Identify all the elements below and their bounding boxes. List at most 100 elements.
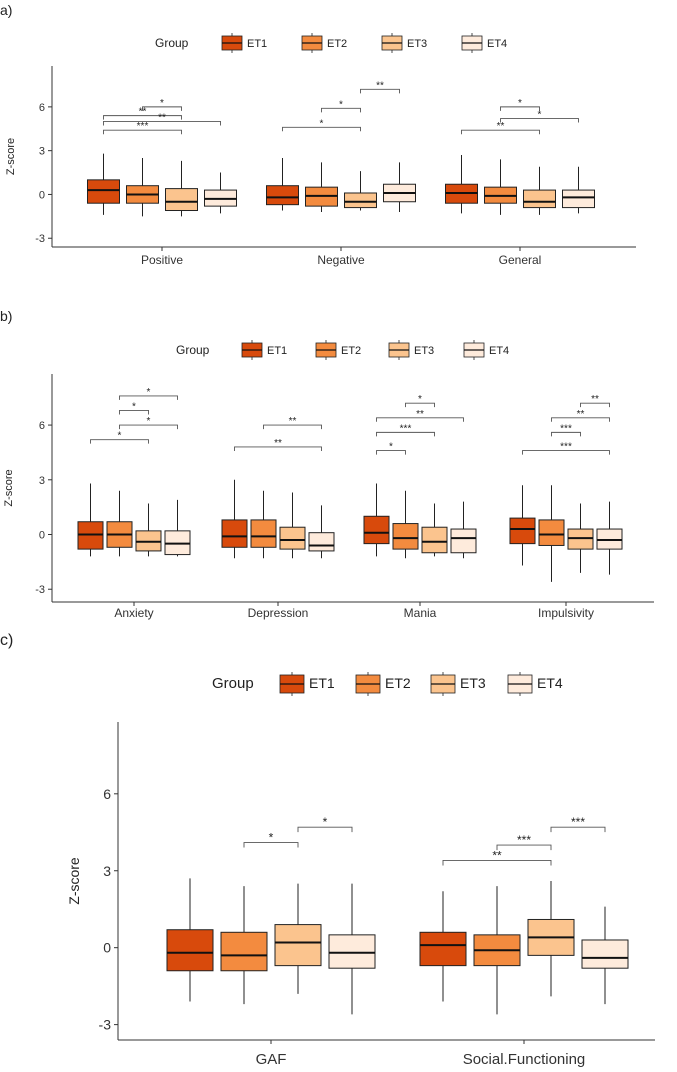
- box-et2: [250, 490, 277, 559]
- y-tick-label: -3: [99, 1017, 112, 1033]
- legend-item-et3: ET3: [388, 340, 434, 360]
- box-group-gaf: [166, 878, 376, 1015]
- bracket-line: [282, 126, 361, 132]
- significance-bracket: *: [405, 394, 435, 408]
- bracket-line: [103, 115, 182, 120]
- significance-label: **: [492, 848, 502, 862]
- bracket-line: [142, 106, 182, 111]
- box-et1: [166, 878, 214, 1002]
- y-tick-label: 6: [39, 420, 45, 432]
- box-et3: [344, 171, 377, 211]
- significance-label: ***: [560, 423, 572, 434]
- box-iqr: [308, 532, 335, 552]
- y-tick-label: 3: [39, 475, 45, 487]
- box-group-social-functioning: [419, 881, 629, 1015]
- significance-bracket: ***: [496, 833, 552, 851]
- legend-item-et4: ET4: [463, 340, 509, 360]
- significance-label: *: [538, 110, 542, 121]
- legend: Group ET1 ET2 ET3 ET4: [176, 340, 509, 360]
- legend-item-et4: ET4: [507, 672, 563, 696]
- box-iqr: [562, 189, 595, 209]
- box-et2: [305, 162, 338, 212]
- box-group-depression: [221, 479, 335, 559]
- x-tick-label: Social.Functioning: [463, 1051, 586, 1068]
- legend-label: ET1: [309, 675, 335, 691]
- bracket-line: [119, 395, 178, 400]
- box-iqr: [328, 934, 376, 969]
- significance-label: *: [339, 99, 343, 110]
- bracket-line: [321, 107, 361, 113]
- legend-label: ET4: [487, 38, 507, 50]
- significance-label: **: [274, 438, 282, 449]
- y-tick-label: -3: [35, 584, 45, 596]
- box-et4: [562, 166, 595, 214]
- significance-bracket: *: [90, 431, 149, 444]
- y-axis-title: Z-score: [66, 857, 82, 905]
- y-tick-label: -3: [35, 233, 45, 245]
- significance-bracket: *: [297, 815, 353, 833]
- significance-label: *: [323, 815, 328, 829]
- significance-bracket: *: [119, 416, 178, 430]
- significance-bracket: *: [119, 401, 149, 415]
- box-et4: [450, 501, 477, 559]
- box-et3: [421, 503, 448, 557]
- box-iqr: [450, 528, 477, 554]
- box-iqr: [509, 517, 536, 545]
- legend-item-et2: ET2: [315, 340, 361, 360]
- box-group-negative: [266, 157, 416, 212]
- legend-label: ET1: [267, 345, 287, 357]
- significance-label: *: [118, 431, 122, 442]
- significance-bracket: ***: [376, 423, 435, 437]
- box-iqr: [421, 526, 448, 554]
- legend-label: ET3: [407, 38, 427, 50]
- box-iqr: [581, 939, 629, 969]
- box-et2: [484, 159, 517, 215]
- legend-title: Group: [155, 36, 189, 50]
- y-tick-label: 0: [39, 529, 45, 541]
- box-iqr: [523, 189, 556, 209]
- box-iqr: [279, 526, 306, 550]
- box-iqr: [344, 192, 377, 209]
- significance-bracket: *: [500, 110, 579, 123]
- box-et4: [308, 505, 335, 559]
- significance-label: *: [160, 98, 164, 109]
- y-tick-label: 0: [39, 189, 45, 201]
- legend-label: ET4: [489, 345, 509, 357]
- significance-bracket: **: [360, 80, 400, 94]
- box-iqr: [221, 519, 248, 548]
- significance-bracket: **: [376, 409, 464, 422]
- box-iqr: [363, 515, 390, 545]
- significance-label: *: [147, 387, 151, 398]
- bracket-line: [243, 842, 299, 848]
- significance-label: **: [577, 409, 585, 420]
- significance-bracket: *: [321, 99, 361, 113]
- legend-label: ET3: [414, 345, 434, 357]
- significance-label: **: [416, 409, 424, 420]
- box-et2: [473, 886, 521, 1015]
- box-et1: [445, 155, 478, 214]
- significance-bracket: **: [551, 409, 610, 422]
- bracket-line: [500, 106, 540, 111]
- significance-label: ***: [560, 442, 572, 453]
- box-et1: [77, 483, 104, 557]
- box-et3: [523, 166, 556, 215]
- bracket-line: [297, 826, 353, 833]
- box-et4: [204, 172, 237, 214]
- box-et2: [220, 886, 268, 1005]
- box-group-general: [445, 155, 595, 215]
- box-et4: [328, 883, 376, 1015]
- significance-label: *: [132, 401, 136, 412]
- legend-label: ET2: [341, 345, 361, 357]
- box-et3: [527, 881, 575, 997]
- legend-label: ET3: [460, 675, 486, 691]
- bracket-line: [405, 402, 435, 408]
- significance-label: **: [376, 80, 384, 91]
- x-tick-label: Impulsivity: [538, 606, 594, 620]
- box-group-anxiety: [77, 483, 191, 557]
- chart-panel-b: b) Group ET1 ET2 ET3 ET4 -3 0 3 6 Z-score Anxiety De…: [0, 308, 654, 620]
- box-et2: [106, 490, 133, 557]
- box-et1: [266, 157, 299, 211]
- bracket-line: [119, 424, 178, 430]
- y-tick-label: 0: [103, 940, 111, 956]
